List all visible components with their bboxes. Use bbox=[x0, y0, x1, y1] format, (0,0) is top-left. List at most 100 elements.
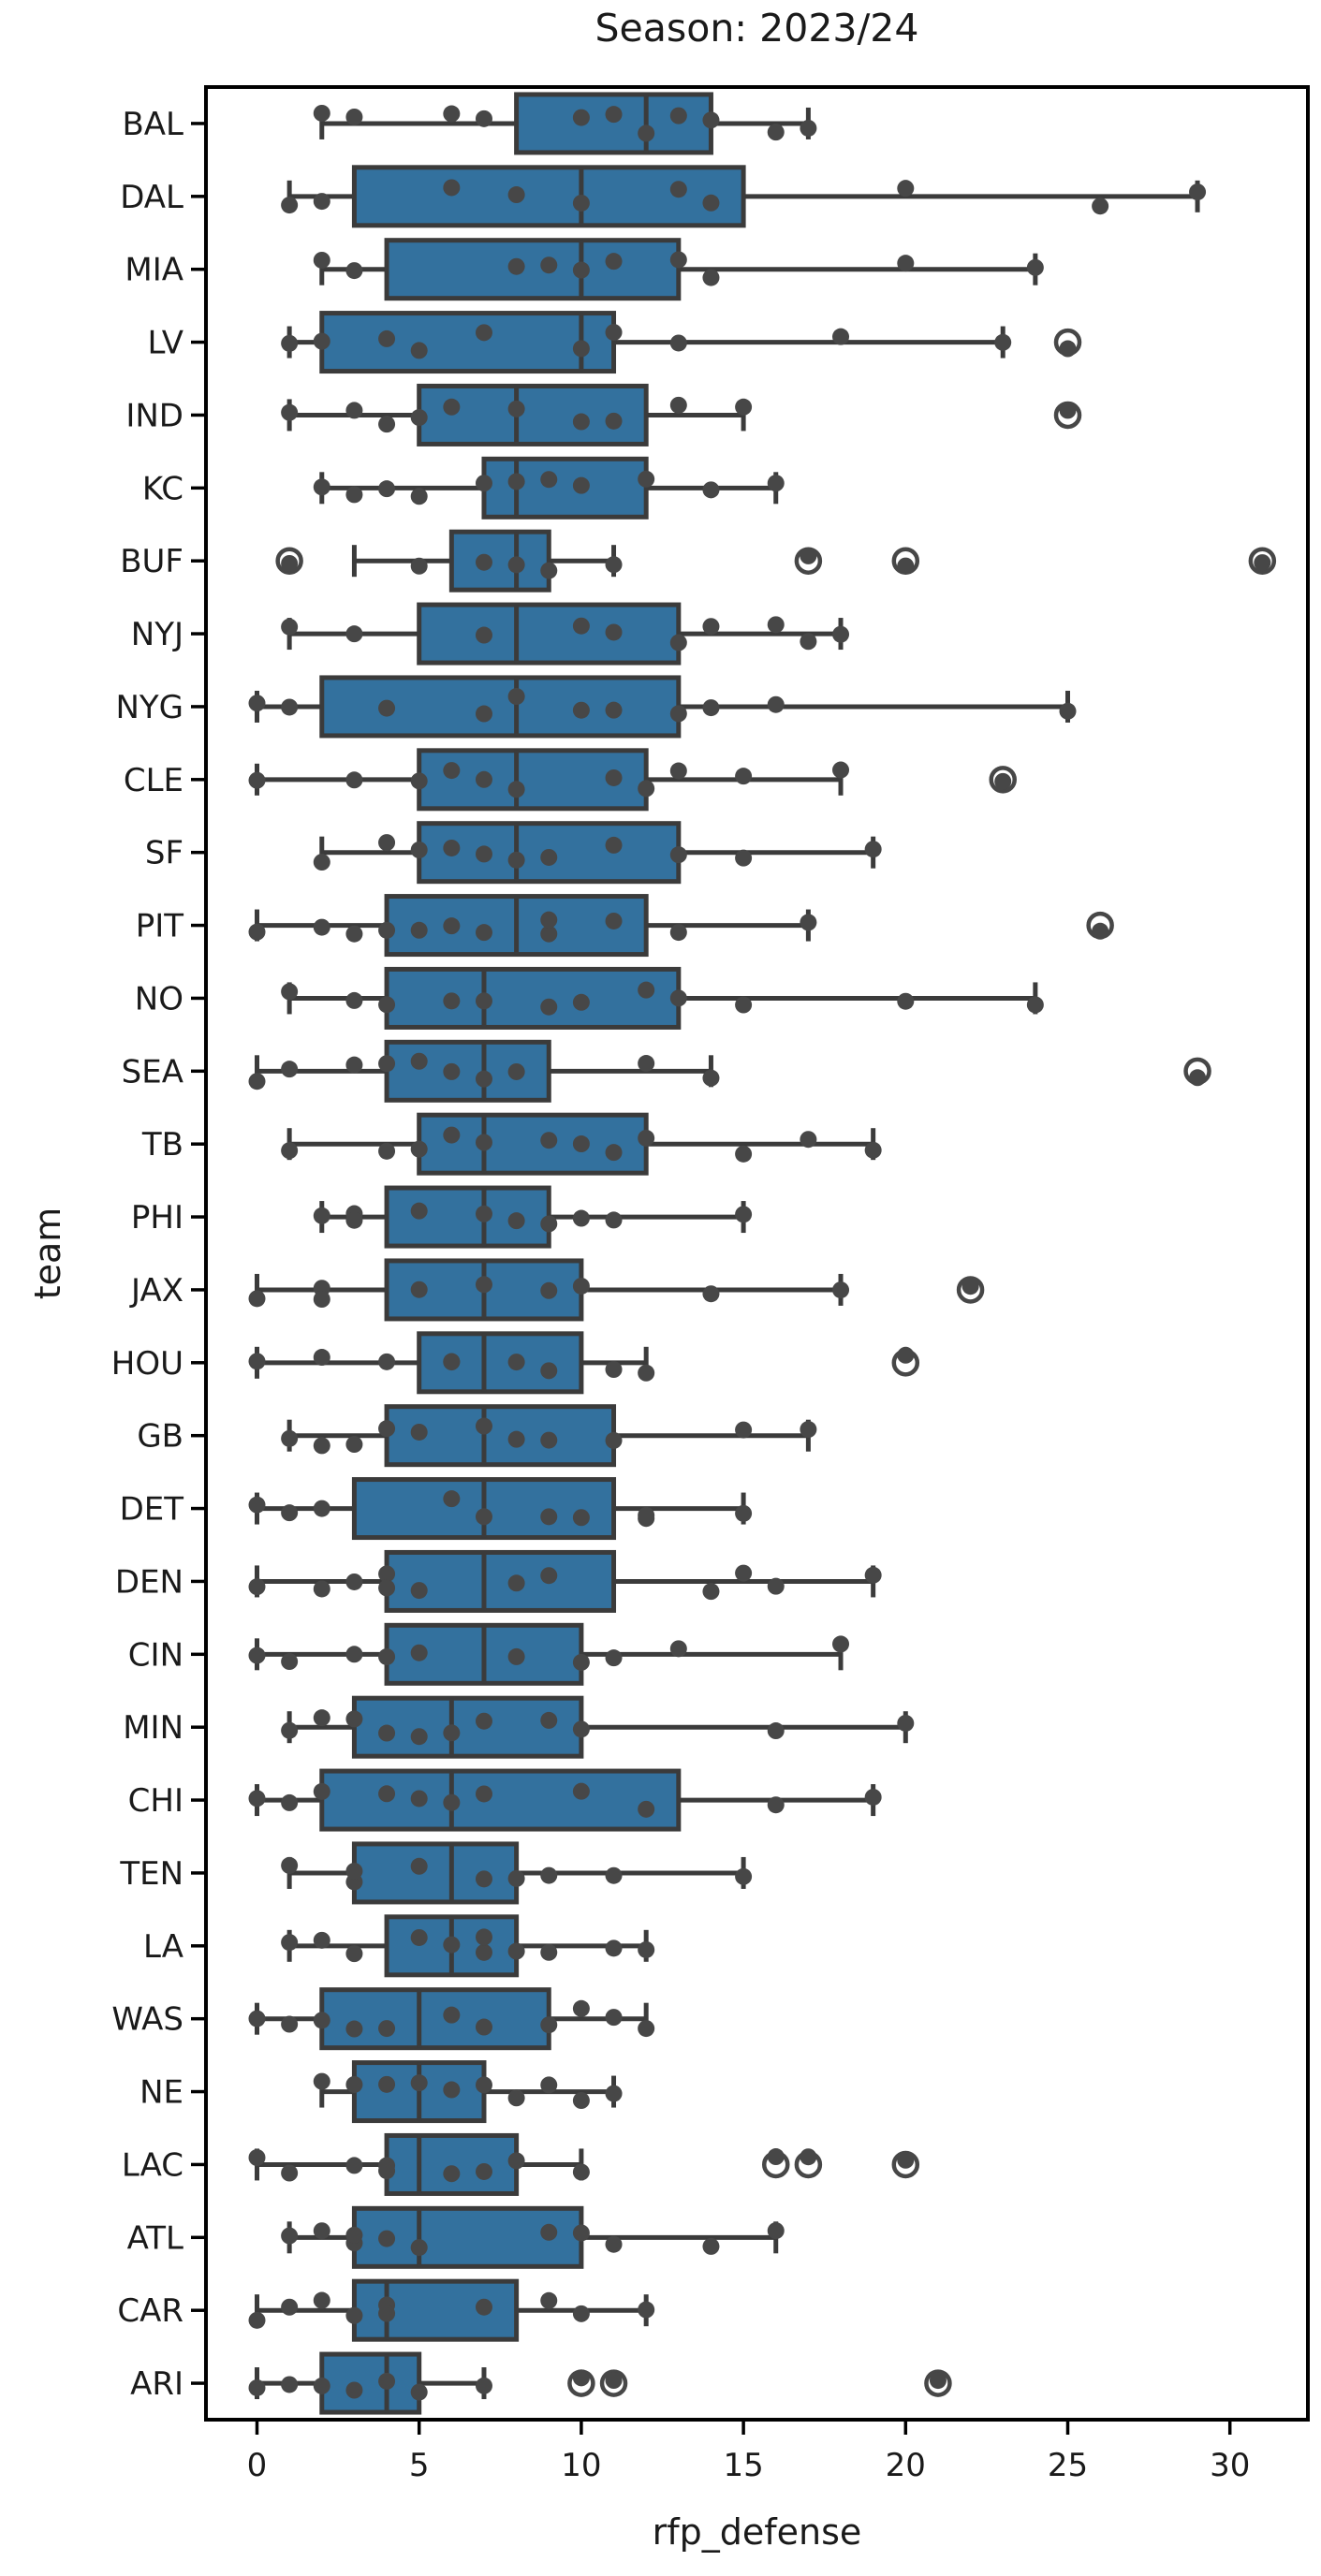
data-point bbox=[281, 2376, 299, 2393]
data-point bbox=[572, 1999, 590, 2017]
data-point bbox=[248, 695, 266, 712]
data-point bbox=[735, 768, 753, 785]
data-point bbox=[572, 413, 590, 431]
data-point bbox=[669, 396, 687, 414]
data-point bbox=[1026, 996, 1044, 1014]
data-point bbox=[735, 1421, 753, 1439]
data-point bbox=[702, 2237, 720, 2255]
data-point bbox=[702, 269, 720, 286]
data-point bbox=[767, 2148, 785, 2166]
boxplot-row-LAC bbox=[248, 2132, 920, 2196]
boxplot-row-NE bbox=[313, 2060, 623, 2124]
data-point bbox=[345, 1646, 363, 1663]
data-point bbox=[313, 1207, 330, 1224]
y-tick-label-TEN: TEN bbox=[119, 1855, 183, 1893]
data-point bbox=[281, 2015, 299, 2033]
data-point bbox=[281, 2164, 299, 2182]
y-tick-label-DET: DET bbox=[120, 1491, 184, 1529]
y-tick-label-NYJ: NYJ bbox=[131, 616, 183, 653]
data-point bbox=[313, 1709, 330, 1727]
data-point bbox=[281, 983, 299, 1001]
data-point bbox=[313, 1290, 330, 1308]
data-point bbox=[572, 1209, 590, 1227]
data-point bbox=[475, 2298, 492, 2316]
data-point bbox=[605, 1361, 623, 1379]
data-point bbox=[832, 625, 850, 643]
data-point bbox=[605, 836, 623, 854]
data-point bbox=[572, 261, 590, 279]
data-point bbox=[313, 193, 330, 211]
data-point bbox=[767, 2222, 785, 2240]
data-point bbox=[605, 1144, 623, 1162]
data-point bbox=[345, 1573, 363, 1590]
data-point bbox=[638, 1055, 655, 1073]
data-point bbox=[767, 695, 785, 713]
data-point bbox=[540, 471, 558, 489]
data-point bbox=[540, 1132, 558, 1149]
data-point bbox=[410, 1281, 428, 1298]
data-point bbox=[345, 2020, 363, 2038]
data-point bbox=[378, 699, 396, 717]
boxplot-row-TB bbox=[281, 1112, 882, 1176]
data-point bbox=[540, 256, 558, 274]
data-point bbox=[248, 1353, 266, 1370]
plot-border bbox=[204, 85, 1310, 2422]
data-point bbox=[410, 2239, 428, 2257]
data-point bbox=[1059, 702, 1077, 720]
data-point bbox=[800, 633, 817, 651]
boxplot-row-IND bbox=[281, 383, 1082, 446]
data-point bbox=[443, 1936, 461, 1954]
data-point bbox=[378, 2157, 396, 2174]
data-point bbox=[832, 328, 850, 345]
data-point bbox=[443, 1490, 461, 1508]
x-tick-label: 25 bbox=[1048, 2447, 1088, 2484]
boxplot-row-LV bbox=[281, 311, 1082, 374]
data-point bbox=[605, 2009, 623, 2027]
data-point bbox=[475, 2377, 492, 2394]
data-point bbox=[378, 1565, 396, 1583]
data-point bbox=[507, 1942, 525, 1960]
data-point bbox=[605, 253, 623, 271]
data-point bbox=[345, 1945, 363, 1963]
data-point bbox=[410, 1202, 428, 1220]
data-point bbox=[378, 1420, 396, 1438]
data-point bbox=[475, 1417, 492, 1435]
y-tick-label-KC: KC bbox=[142, 470, 183, 507]
data-point bbox=[443, 1126, 461, 1144]
data-point bbox=[313, 2291, 330, 2309]
y-tick-label-JAX: JAX bbox=[129, 1272, 183, 1310]
data-point bbox=[540, 1362, 558, 1380]
data-point bbox=[638, 1129, 655, 1147]
iqr-box bbox=[417, 602, 682, 666]
data-point bbox=[572, 1720, 590, 1738]
data-point bbox=[410, 557, 428, 575]
data-point bbox=[540, 1943, 558, 1961]
data-point bbox=[669, 989, 687, 1007]
iqr-box bbox=[384, 966, 682, 1030]
data-point bbox=[443, 839, 461, 856]
data-point bbox=[540, 2291, 558, 2309]
data-point bbox=[767, 1577, 785, 1595]
data-point bbox=[313, 2072, 330, 2090]
data-point bbox=[248, 2311, 266, 2329]
data-point bbox=[638, 2301, 655, 2319]
data-point bbox=[605, 912, 623, 929]
data-point bbox=[897, 1346, 915, 1364]
y-tick-label-HOU: HOU bbox=[111, 1345, 183, 1383]
y-tick-label-MIN: MIN bbox=[123, 1709, 183, 1747]
iqr-box bbox=[319, 1987, 551, 2051]
data-point bbox=[800, 119, 817, 137]
data-point bbox=[475, 1276, 492, 1294]
data-point bbox=[572, 1782, 590, 1800]
data-point bbox=[313, 2377, 330, 2394]
data-point bbox=[281, 334, 299, 352]
data-point bbox=[345, 486, 363, 504]
data-point bbox=[475, 1785, 492, 1803]
data-point bbox=[605, 768, 623, 786]
data-point bbox=[638, 1506, 655, 1524]
data-point bbox=[638, 124, 655, 142]
data-point bbox=[281, 1504, 299, 1522]
iqr-box bbox=[384, 238, 682, 301]
data-point bbox=[248, 1496, 266, 1514]
iqr-box bbox=[319, 675, 682, 739]
